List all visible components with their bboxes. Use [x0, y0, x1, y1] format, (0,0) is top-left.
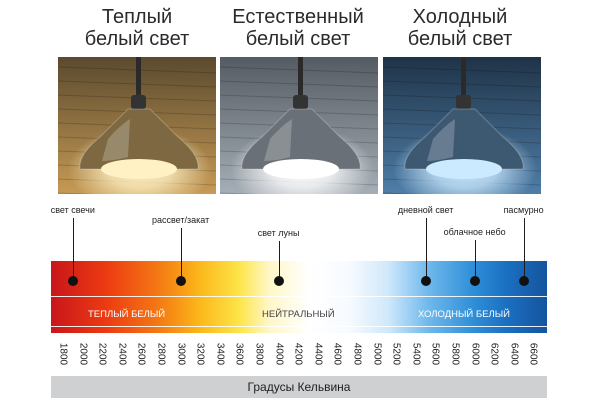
- title-cold-line1: Холодный: [412, 6, 508, 28]
- kelvin-caption: Градусы Кельвина: [51, 376, 547, 398]
- marker-label: свет свечи: [50, 205, 95, 215]
- color-temperature-spectrum: [51, 261, 547, 333]
- marker-dot: [273, 276, 284, 286]
- marker-leader-line: [523, 218, 525, 281]
- title-warm: Теплый белый свет: [52, 6, 222, 50]
- title-natural: Естественный белый свет: [213, 6, 383, 50]
- title-warm-line1: Теплый: [101, 6, 173, 28]
- band-cold-label: ХОЛОДНЫЙ БЕЛЫЙ: [418, 309, 510, 320]
- band-neutral-label: НЕЙТРАЛЬНЫЙ: [262, 309, 335, 320]
- marker-dot: [420, 276, 431, 286]
- marker-leader-line: [180, 228, 182, 281]
- title-natural-line1: Естественный: [232, 6, 364, 28]
- title-cold: Холодный белый свет: [375, 6, 545, 50]
- marker-dot: [518, 276, 529, 286]
- panel-cold: [383, 57, 541, 194]
- lamp-cold-image: [383, 57, 541, 194]
- title-cold-line2: белый свет: [407, 28, 513, 50]
- panel-natural: [220, 57, 378, 194]
- marker-label: дневной свет: [397, 205, 454, 215]
- title-warm-line2: белый свет: [84, 28, 190, 50]
- title-natural-line2: белый свет: [245, 28, 351, 50]
- band-divider-bottom: [51, 326, 547, 327]
- lamp-natural-image: [220, 57, 378, 194]
- marker-label: рассвет/закат: [151, 215, 210, 225]
- band-divider-top: [51, 296, 547, 297]
- marker-leader-line: [474, 240, 476, 281]
- panel-warm: [58, 57, 216, 194]
- marker-leader-line: [278, 241, 280, 281]
- band-warm-label: ТЕПЛЫЙ БЕЛЫЙ: [88, 309, 166, 320]
- marker-label: пасмурно: [503, 205, 544, 215]
- marker-leader-line: [425, 218, 427, 281]
- marker-label: свет луны: [257, 228, 300, 238]
- marker-dot: [469, 276, 480, 286]
- marker-leader-line: [72, 218, 74, 281]
- marker-dot: [67, 276, 78, 286]
- marker-dot: [175, 276, 186, 286]
- lamp-warm-image: [58, 57, 216, 194]
- marker-label: облачное небо: [443, 227, 506, 237]
- kelvin-scale: [51, 333, 547, 376]
